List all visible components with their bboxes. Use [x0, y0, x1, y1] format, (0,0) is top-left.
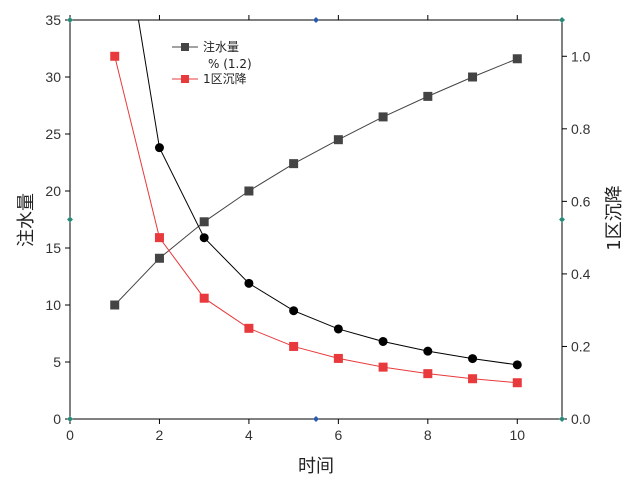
series-line-2: [114, 56, 518, 384]
corner-marker: [67, 216, 73, 223]
y-left-tick-label: 25: [45, 126, 61, 142]
y-left-tick-label: 15: [45, 240, 61, 256]
y-right-tick-label: 0.8: [571, 121, 591, 137]
series-0-point: [512, 54, 522, 64]
legend-marker-injection: [181, 43, 189, 51]
y-axis-right-title: 1区沉降: [604, 185, 625, 250]
y-right-tick-label: 1.0: [571, 48, 591, 64]
series-0-point: [378, 112, 388, 122]
series-1-point: [468, 354, 478, 364]
series-2-point: [512, 378, 522, 388]
y-right-tick-label: 0.6: [571, 193, 591, 209]
series-1-point: [378, 336, 388, 346]
series-2-point: [110, 51, 120, 61]
corner-marker: [559, 17, 565, 23]
series-0-point: [289, 159, 299, 169]
legend-label-settlement: 1区沉降: [203, 72, 247, 86]
legend: 注水量 % (1.2) 1区沉降: [167, 37, 259, 91]
x-tick-label: 2: [156, 427, 164, 443]
series-0-point: [154, 253, 164, 263]
plot-area: [69, 19, 563, 420]
legend-label-injection: 注水量: [203, 39, 239, 54]
corner-marker: [559, 416, 565, 422]
x-tick-label: 6: [334, 427, 342, 443]
corner-marker: [67, 17, 73, 23]
midpoint-marker: [313, 17, 319, 23]
series-2-point: [289, 341, 299, 351]
y-left-tick-label: 20: [45, 183, 61, 199]
series-1-point: [244, 278, 254, 288]
series-1-point: [333, 324, 343, 334]
series-2-point: [333, 353, 343, 363]
y-left-tick-label: 35: [45, 12, 61, 28]
x-tick-label: 4: [245, 427, 253, 443]
series-2-point: [468, 374, 478, 384]
series-0-point: [110, 300, 120, 310]
series-0-point: [333, 135, 343, 145]
series-0-point: [244, 186, 254, 196]
y-right-tick-label: 0.4: [571, 266, 591, 282]
legend-label-fit: % (1.2): [208, 57, 252, 71]
series-1-point: [289, 306, 299, 316]
y-left-tick-label: 10: [45, 297, 61, 313]
x-axis-title: 时间: [298, 456, 334, 477]
series-0-point: [423, 91, 433, 101]
y-left-tick-label: 30: [45, 69, 61, 85]
series-line-1: [137, 20, 518, 366]
series-2-point: [244, 323, 254, 333]
midpoint-marker: [313, 416, 319, 422]
series-1-point: [154, 143, 164, 153]
series-1-point: [199, 233, 209, 243]
series-1-point: [512, 360, 522, 370]
x-tick-label: 8: [424, 427, 432, 443]
series-1-point: [423, 346, 433, 356]
x-tick-label: 0: [66, 427, 74, 443]
series-2-point: [199, 293, 209, 303]
y-axis-left-title: 注水量: [16, 193, 37, 247]
legend-marker-settlement: [181, 75, 189, 83]
series-2-point: [423, 369, 433, 379]
series-2-point: [378, 362, 388, 372]
y-left-tick-label: 5: [53, 354, 61, 370]
y-left-tick-label: 0: [53, 411, 61, 427]
series-line-0: [114, 58, 518, 306]
y-right-tick-label: 0.0: [571, 411, 591, 427]
series-2-point: [154, 233, 164, 243]
corner-marker: [559, 216, 565, 223]
x-tick-label: 10: [509, 427, 525, 443]
series-0-point: [199, 217, 209, 227]
y-right-tick-label: 0.2: [571, 338, 591, 354]
corner-marker: [67, 416, 73, 422]
series-0-point: [468, 72, 478, 82]
